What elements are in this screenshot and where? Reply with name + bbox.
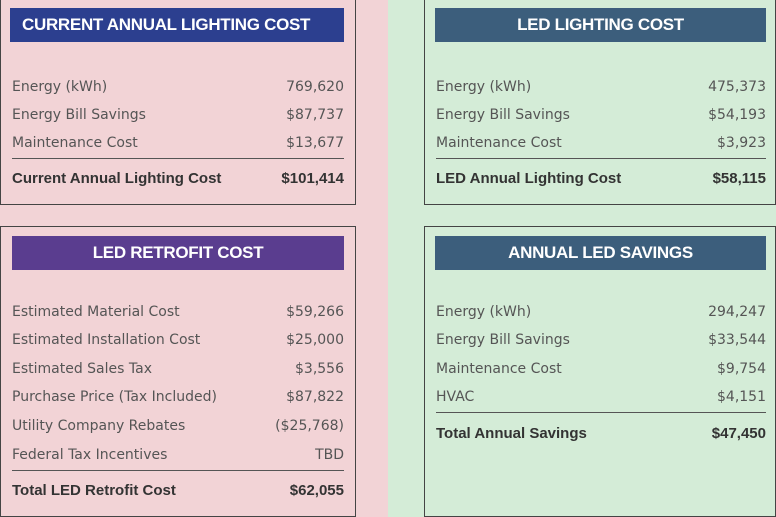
row-label: Energy Bill Savings <box>436 107 570 123</box>
row-value: TBD <box>315 447 344 463</box>
retrofit-row-tax: Estimated Sales Tax $3,556 <box>12 358 344 380</box>
row-value: $87,737 <box>286 107 344 123</box>
row-value: $3,556 <box>295 361 344 377</box>
retrofit-row-material: Estimated Material Cost $59,266 <box>12 301 344 323</box>
retrofit-row-installation: Estimated Installation Cost $25,000 <box>12 329 344 351</box>
total-label: LED Annual Lighting Cost <box>436 169 622 187</box>
retrofit-row-rebates: Utility Company Rebates ($25,768) <box>12 415 344 437</box>
row-label: Maintenance Cost <box>436 135 562 151</box>
row-label: Energy Bill Savings <box>12 107 146 123</box>
savings-total-row: Total Annual Savings $47,450 <box>436 422 766 444</box>
current-divider <box>12 158 344 159</box>
savings-title: ANNUAL LED SAVINGS <box>435 236 766 270</box>
row-value: $54,193 <box>708 107 766 123</box>
total-value: $101,414 <box>281 169 344 187</box>
total-label: Current Annual Lighting Cost <box>12 169 222 187</box>
row-label: Utility Company Rebates <box>12 418 186 434</box>
retrofit-row-federal: Federal Tax Incentives TBD <box>12 444 344 466</box>
savings-row-hvac: HVAC $4,151 <box>436 386 766 408</box>
row-label: Maintenance Cost <box>12 135 138 151</box>
current-row-bill: Energy Bill Savings $87,737 <box>12 104 344 126</box>
row-value: $9,754 <box>717 361 766 377</box>
row-value: $4,151 <box>717 389 766 405</box>
row-label: Energy (kWh) <box>436 79 532 95</box>
led-row-energy: Energy (kWh) 475,373 <box>436 76 766 98</box>
savings-row-maintenance: Maintenance Cost $9,754 <box>436 358 766 380</box>
current-row-maintenance: Maintenance Cost $13,677 <box>12 132 344 154</box>
row-label: Maintenance Cost <box>436 361 562 377</box>
led-row-maintenance: Maintenance Cost $3,923 <box>436 132 766 154</box>
row-value: 769,620 <box>286 79 344 95</box>
retrofit-cost-title: LED RETROFIT COST <box>12 236 344 270</box>
row-value: 475,373 <box>708 79 766 95</box>
current-total-row: Current Annual Lighting Cost $101,414 <box>12 167 344 189</box>
led-divider <box>436 158 766 159</box>
row-value: $3,923 <box>717 135 766 151</box>
row-label: Energy (kWh) <box>436 304 532 320</box>
retrofit-row-purchase: Purchase Price (Tax Included) $87,822 <box>12 386 344 408</box>
savings-row-energy: Energy (kWh) 294,247 <box>436 301 766 323</box>
row-label: Estimated Material Cost <box>12 304 180 320</box>
total-value: $47,450 <box>711 424 766 442</box>
row-label: Estimated Installation Cost <box>12 332 201 348</box>
led-row-bill: Energy Bill Savings $54,193 <box>436 104 766 126</box>
row-value: $33,544 <box>708 332 766 348</box>
savings-divider <box>436 412 766 413</box>
led-total-row: LED Annual Lighting Cost $58,115 <box>436 167 766 189</box>
total-value: $62,055 <box>289 481 344 499</box>
row-value: 294,247 <box>708 304 766 320</box>
total-value: $58,115 <box>712 169 766 187</box>
row-label: Purchase Price (Tax Included) <box>12 389 217 405</box>
row-value: $13,677 <box>286 135 344 151</box>
current-cost-panel <box>0 0 356 205</box>
row-value: $87,822 <box>286 389 344 405</box>
row-label: Energy Bill Savings <box>436 332 570 348</box>
row-value: ($25,768) <box>275 418 344 434</box>
retrofit-total-row: Total LED Retrofit Cost $62,055 <box>12 479 344 501</box>
row-label: HVAC <box>436 389 475 405</box>
row-label: Estimated Sales Tax <box>12 361 152 377</box>
led-cost-title: LED LIGHTING COST <box>435 8 766 42</box>
retrofit-divider <box>12 470 344 471</box>
current-cost-title: CURRENT ANNUAL LIGHTING COST <box>10 8 344 42</box>
row-label: Federal Tax Incentives <box>12 447 168 463</box>
total-label: Total Annual Savings <box>436 424 587 442</box>
row-label: Energy (kWh) <box>12 79 108 95</box>
savings-row-bill: Energy Bill Savings $33,544 <box>436 329 766 351</box>
row-value: $59,266 <box>286 304 344 320</box>
current-row-energy: Energy (kWh) 769,620 <box>12 76 344 98</box>
row-value: $25,000 <box>286 332 344 348</box>
total-label: Total LED Retrofit Cost <box>12 481 176 499</box>
